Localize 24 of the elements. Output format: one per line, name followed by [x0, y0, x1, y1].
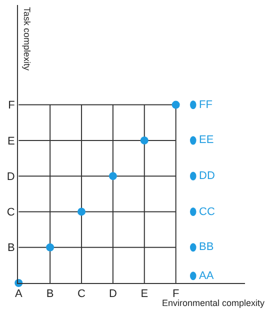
category-label: E	[7, 135, 15, 148]
x-tick-label: B	[46, 288, 54, 300]
category-label: F	[8, 100, 15, 112]
category-label: D	[6, 170, 15, 183]
y-axis-title: Task complexity	[22, 7, 32, 72]
category-label: B	[7, 242, 15, 254]
point	[140, 136, 148, 144]
text: AA	[199, 270, 214, 282]
text: FF	[199, 99, 213, 111]
point	[108, 172, 117, 180]
text: DD	[199, 170, 215, 182]
text: EE	[199, 134, 214, 146]
x-tick-label: A	[14, 288, 23, 300]
x-tick-label: F	[172, 288, 180, 300]
x-tick-label: D	[108, 288, 117, 300]
x-axis-title: Environmental complexity	[162, 298, 266, 308]
point	[46, 243, 54, 252]
point	[78, 208, 86, 216]
text: CC	[199, 206, 215, 218]
x-tick-label: E	[140, 288, 148, 300]
category-label: C	[6, 206, 15, 219]
x-tick-label: C	[78, 288, 86, 300]
point	[172, 100, 180, 109]
text: BB	[199, 241, 214, 253]
